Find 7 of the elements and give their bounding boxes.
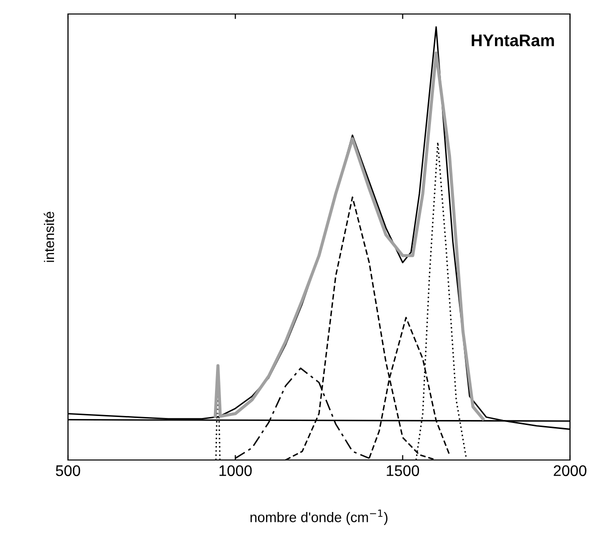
x-tick-label: 1000 bbox=[220, 465, 252, 476]
annotation: HYntaRam bbox=[472, 34, 554, 46]
x-axis-title: nombre d'onde (cm$^{−1}$) bbox=[250, 510, 388, 525]
x-tick-label: 500 bbox=[56, 465, 80, 476]
y-axis-title: intensité bbox=[44, 212, 54, 262]
x-tick-label: 1500 bbox=[386, 465, 420, 476]
x-tick-label: 2000 bbox=[554, 465, 586, 476]
